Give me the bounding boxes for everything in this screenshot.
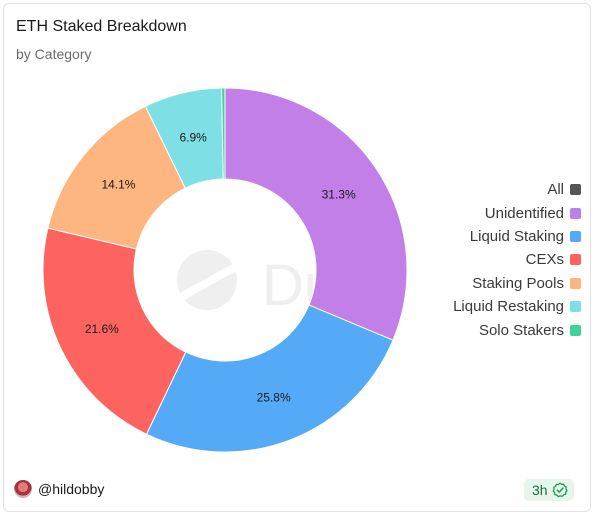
legend-label-staking-pools: Staking Pools bbox=[472, 274, 564, 292]
author-link[interactable]: @hildobby bbox=[14, 480, 104, 498]
slice-liquid-staking[interactable] bbox=[145, 304, 394, 453]
age-text: 3h bbox=[532, 482, 548, 498]
legend-swatch-all bbox=[570, 184, 581, 196]
legend-item-solo-stakers[interactable]: Solo Stakers bbox=[479, 318, 581, 341]
legend-swatch-solo-stakers bbox=[570, 324, 581, 336]
legend-swatch-liquid-restaking bbox=[570, 301, 581, 313]
legend-label-solo-stakers: Solo Stakers bbox=[478, 321, 564, 339]
chart-subtitle: by Category bbox=[16, 46, 92, 62]
legend-label-unidentified: Unidentified bbox=[484, 204, 564, 222]
author-name: @hildobby bbox=[38, 481, 105, 497]
slice-label-liquid-staking: 25.8% bbox=[257, 391, 291, 405]
legend-label-cexs: CEXs bbox=[525, 251, 564, 269]
chart-legend: All Unidentified Liquid Staking CEXs Stakin… bbox=[453, 178, 581, 342]
legend-swatch-unidentified bbox=[570, 207, 581, 219]
legend-label-liquid-staking: Liquid Staking bbox=[469, 227, 564, 245]
check-circle-icon bbox=[552, 482, 568, 498]
legend-swatch-cexs bbox=[570, 254, 581, 266]
dune-logo-icon bbox=[177, 250, 238, 310]
slice-label-cexs: 21.6% bbox=[85, 322, 119, 336]
legend-item-unidentified[interactable]: Unidentified bbox=[485, 201, 581, 224]
legend-swatch-staking-pools bbox=[570, 277, 581, 289]
slice-label-staking-pools: 14.1% bbox=[101, 178, 135, 192]
legend-item-liquid-restaking[interactable]: Liquid Restaking bbox=[453, 295, 581, 318]
avatar-icon bbox=[14, 480, 32, 498]
legend-label-liquid-restaking: Liquid Restaking bbox=[453, 298, 564, 316]
slice-label-liquid-restaking: 6.9% bbox=[179, 130, 207, 144]
legend-swatch-liquid-staking bbox=[570, 230, 581, 242]
slice-solo-stakers[interactable] bbox=[221, 87, 226, 180]
legend-item-all[interactable]: All bbox=[547, 178, 581, 201]
legend-item-liquid-staking[interactable]: Liquid Staking bbox=[470, 225, 581, 248]
chart-title: ETH Staked Breakdown bbox=[16, 18, 187, 35]
slice-label-unidentified: 31.3% bbox=[322, 187, 356, 201]
legend-item-cexs[interactable]: CEXs bbox=[526, 248, 581, 271]
slice-cexs[interactable] bbox=[42, 227, 187, 435]
refresh-status-badge[interactable]: 3h bbox=[524, 479, 574, 501]
legend-item-staking-pools[interactable]: Staking Pools bbox=[472, 272, 581, 295]
legend-label-all: All bbox=[547, 181, 564, 199]
slice-unidentified[interactable] bbox=[224, 87, 408, 341]
